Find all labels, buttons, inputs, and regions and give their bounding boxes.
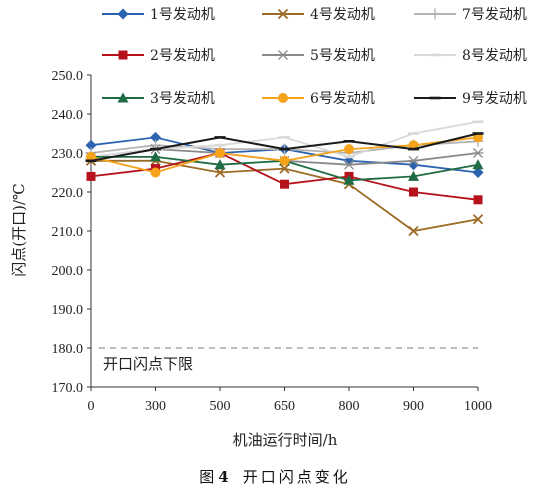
x-tick-label: 500	[210, 399, 231, 414]
y-tick-label: 240.0	[52, 108, 84, 123]
legend-label: 8号发动机	[462, 48, 527, 64]
legend-item: 2号发动机	[102, 48, 215, 64]
caption-number: 4	[218, 468, 228, 486]
x-axis-title: 机油运行时间/h	[233, 431, 338, 449]
series-2	[85, 155, 484, 237]
data-point	[214, 167, 226, 178]
legend-item: 4号发动机	[262, 7, 375, 23]
data-point	[279, 163, 290, 174]
data-point	[215, 148, 225, 158]
series-layer	[85, 120, 484, 237]
data-point	[85, 139, 97, 151]
series-8	[86, 132, 483, 178]
y-tick-label: 250.0	[52, 69, 84, 84]
legend-item: 7号发动机	[414, 7, 527, 23]
y-tick-label: 230.0	[52, 147, 84, 162]
data-point	[473, 195, 483, 205]
legend-label: 2号发动机	[150, 48, 215, 64]
data-point	[150, 131, 161, 143]
y-tick-label: 200.0	[52, 264, 84, 279]
plot-area: 170.0 180.0 190.0 200.0 210.0 220.0 230.0 240.0…	[52, 69, 493, 414]
legend-marker	[117, 92, 129, 103]
data-point	[409, 187, 418, 197]
legend-label: 3号发动机	[150, 91, 215, 107]
y-tick-label: 190.0	[52, 303, 84, 318]
x-tick-label: 0	[88, 399, 95, 414]
data-point	[408, 159, 419, 171]
y-tick-label: 180.0	[52, 342, 84, 357]
y-tick-label: 210.0	[52, 225, 84, 240]
y-tick-label: 220.0	[52, 186, 84, 201]
figure-caption: 图 4 开口闪点变化	[199, 468, 350, 486]
data-point	[343, 174, 355, 185]
data-point	[279, 155, 290, 166]
series-line	[90, 136, 479, 174]
legend-item: 1号发动机	[102, 7, 215, 23]
legend-item: 6号发动机	[262, 91, 375, 107]
data-point	[472, 148, 484, 158]
legend-label: 6号发动机	[310, 91, 375, 107]
data-point	[150, 167, 161, 178]
data-point	[408, 170, 419, 181]
legend-marker	[278, 93, 288, 103]
y-tick-label: 170.0	[52, 381, 84, 396]
legend-item: 3号发动机	[102, 91, 215, 107]
x-tick-label: 300	[145, 399, 166, 414]
data-point	[472, 159, 484, 170]
data-point	[86, 171, 96, 181]
caption-text: 开口闪点变化	[243, 468, 351, 486]
threshold-label: 开口闪点下限	[103, 355, 193, 373]
y-axis-title: 闪点(开口)/℃	[10, 183, 28, 277]
series-9	[85, 132, 484, 163]
data-point	[408, 225, 419, 237]
data-point	[408, 155, 419, 166]
legend-item: 9号发动机	[414, 91, 527, 107]
data-point	[343, 159, 355, 170]
data-point	[150, 151, 161, 162]
data-point	[472, 214, 484, 225]
x-tick-label: 1000	[464, 399, 492, 414]
data-point	[214, 159, 226, 170]
legend-marker	[117, 8, 129, 20]
legend-label: 4号发动机	[310, 7, 375, 23]
data-point	[344, 144, 354, 155]
legend: 1号发动机 4号发动机 7号发动机 2号发动机 5号发动机 8号发动机 3号发动机 6号发动机…	[102, 7, 527, 107]
data-point	[280, 179, 289, 189]
caption-prefix: 图	[199, 468, 214, 486]
x-tick-label: 650	[274, 399, 295, 414]
legend-label: 5号发动机	[310, 48, 375, 64]
legend-label: 1号发动机	[150, 7, 215, 23]
legend-marker	[277, 50, 289, 60]
legend-item: 5号发动机	[262, 48, 375, 64]
legend-label: 9号发动机	[462, 91, 527, 107]
data-point	[472, 167, 484, 178]
series-line	[90, 136, 479, 174]
legend-marker	[429, 8, 441, 20]
legend-item: 8号发动机	[414, 48, 527, 64]
legend-marker	[118, 50, 128, 60]
legend-label: 7号发动机	[462, 7, 527, 23]
series-1	[85, 131, 484, 178]
legend-marker	[277, 8, 289, 20]
x-tick-label: 800	[339, 399, 360, 414]
x-tick-label: 900	[403, 399, 424, 414]
